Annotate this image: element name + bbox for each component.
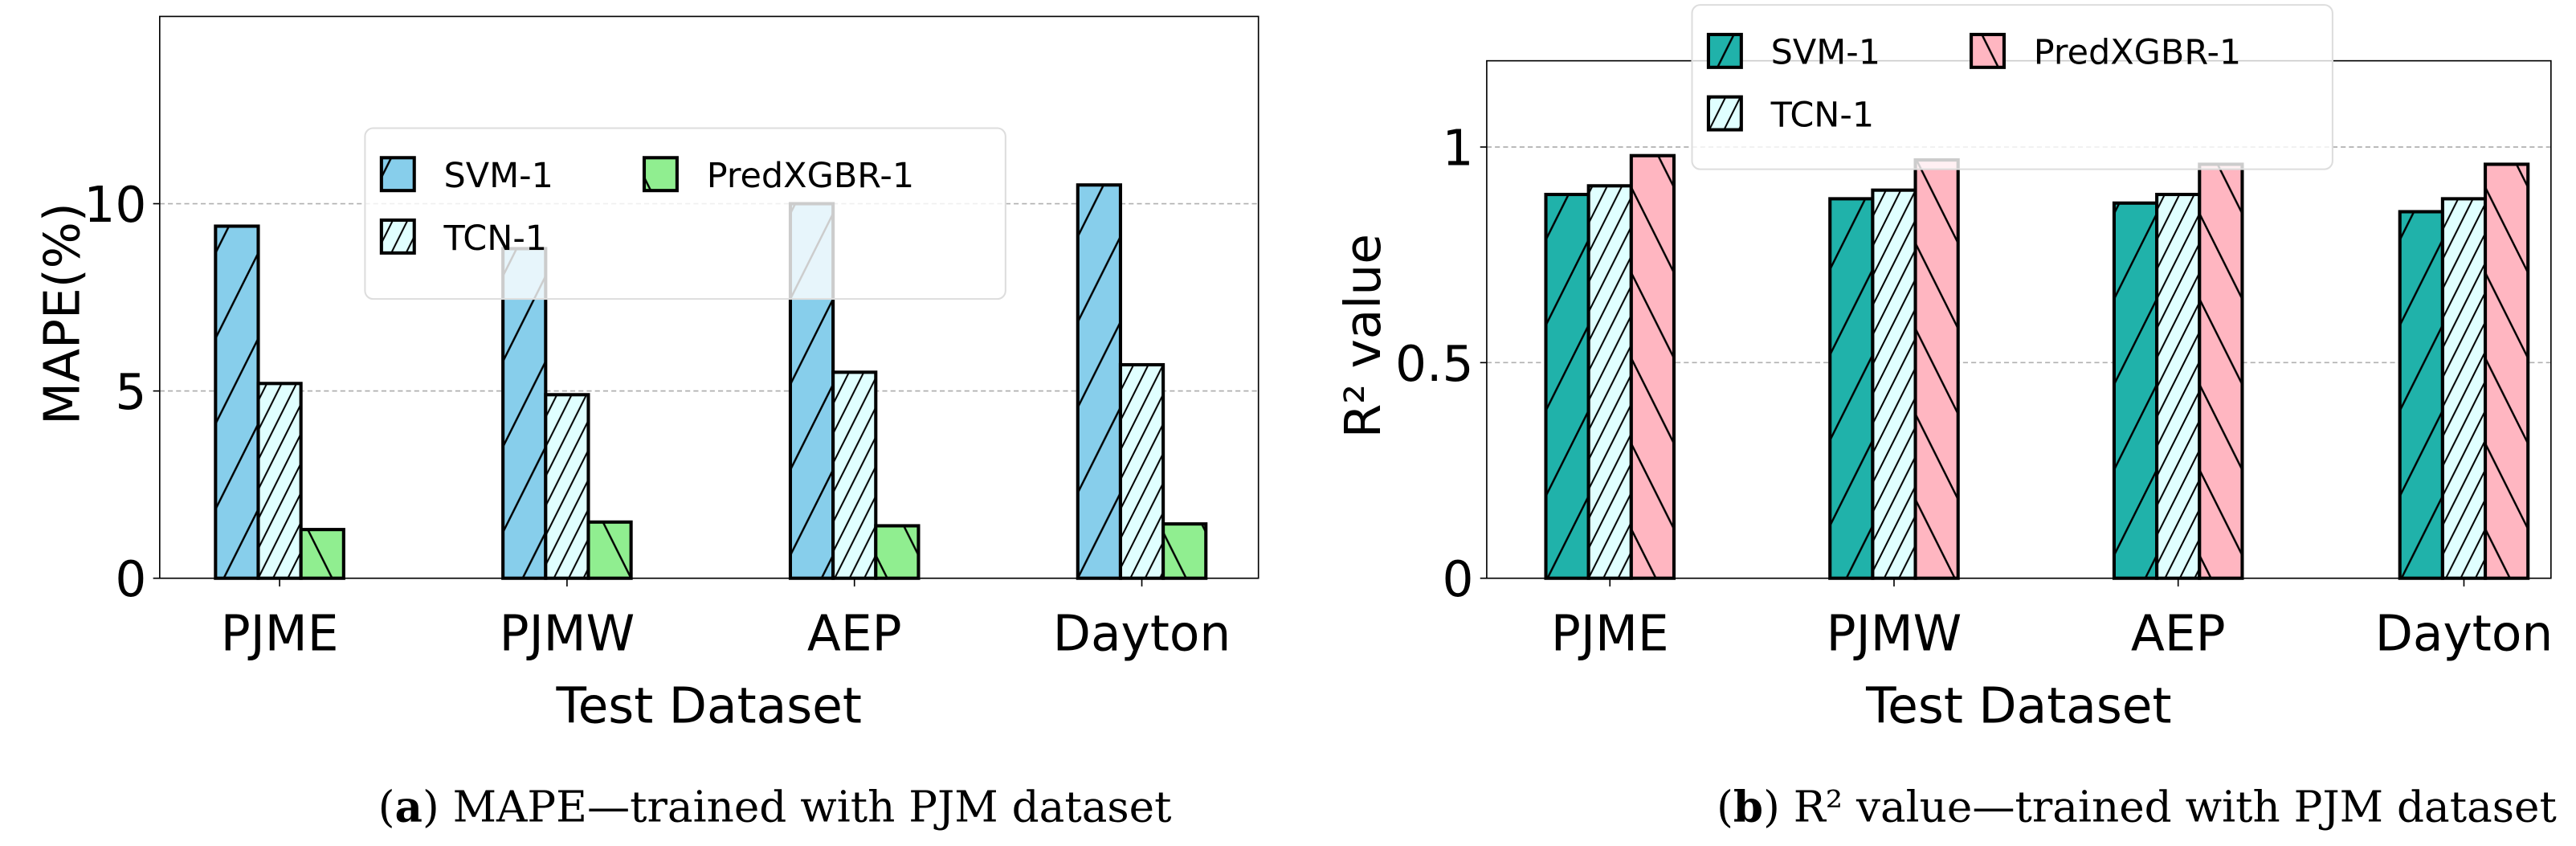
legend-swatch-hatch — [1706, 32, 1743, 69]
legend-swatch-hatch — [1706, 95, 1743, 132]
x-tick-label: AEP — [807, 606, 902, 663]
bar-hatch — [2112, 201, 2159, 580]
bar-hatch — [831, 370, 878, 580]
x-tick-label: PJME — [1551, 606, 1669, 663]
legend-label: TCN-1 — [1770, 95, 1875, 135]
bar-hatch — [2155, 192, 2202, 580]
bar-hatch — [1076, 183, 1122, 580]
bar-hatch — [2398, 210, 2444, 580]
y-tick-label: 1 — [1443, 120, 1474, 177]
bar-hatch — [1544, 192, 1590, 580]
bar-hatch — [1118, 362, 1166, 580]
axes-frame — [159, 15, 1259, 579]
legend-box — [1691, 4, 2333, 170]
legend-label: SVM-1 — [444, 156, 553, 196]
bar-hatch — [2440, 197, 2488, 580]
caption: (a) MAPE—trained with PJM dataset — [378, 781, 1172, 832]
bar-hatch — [2484, 162, 2530, 580]
caption-label: b — [1733, 781, 1763, 832]
bar-hatch — [1871, 188, 1917, 580]
bar-hatch — [544, 393, 590, 580]
caption: (b) R² value—trained with PJM dataset — [1717, 781, 2557, 832]
legend-swatch-hatch — [642, 156, 679, 193]
x-axis-label: Test Dataset — [556, 678, 862, 735]
legend-label: PredXGBR-1 — [2034, 33, 2241, 73]
caption-text: R² value—trained with PJM dataset — [1780, 782, 2557, 832]
legend-swatch-hatch — [379, 218, 416, 255]
legend-label: PredXGBR-1 — [707, 156, 914, 196]
x-tick-label: PJMW — [500, 606, 635, 663]
y-tick-label: 5 — [115, 364, 146, 421]
x-tick-label: PJME — [221, 606, 339, 663]
bar-hatch — [214, 224, 260, 580]
bar-hatch — [1161, 522, 1208, 580]
legend-label: TCN-1 — [443, 219, 548, 259]
x-tick-label: PJMW — [1827, 606, 1962, 663]
mape-chart: 0 5 10 PJME PJMW AEP Dayton Test Dataset MAPE(%)… — [35, 15, 1259, 832]
y-tick-label: 0 — [115, 551, 146, 608]
bar-hatch — [256, 382, 303, 580]
caption-label: a — [395, 781, 423, 832]
bar-hatch — [874, 524, 921, 580]
x-tick-label: Dayton — [1053, 606, 1231, 663]
bar-hatch — [1629, 153, 1676, 580]
bar-hatch — [299, 528, 345, 580]
legend-box — [364, 127, 1006, 300]
x-tick-label: AEP — [2131, 606, 2226, 663]
legend-label: SVM-1 — [1771, 33, 1880, 73]
r2-chart: 0 0.5 1 PJME PJMW AEP Dayton Test Dataset R² val… — [1335, 4, 2557, 832]
bar-hatch — [1586, 184, 1633, 580]
bar-hatch — [586, 520, 633, 580]
bar-hatch — [1913, 158, 1960, 580]
x-tick-label: Dayton — [2375, 606, 2554, 663]
y-axis-label: R² value — [1335, 234, 1392, 438]
caption-text: MAPE—trained with PJM dataset — [439, 782, 1172, 832]
bar-hatch — [2198, 162, 2244, 580]
legend-swatch-hatch — [379, 156, 416, 193]
legend-swatch-hatch — [1970, 32, 2007, 69]
y-tick-label: 10 — [84, 177, 146, 234]
y-axis-label: MAPE(%) — [35, 202, 92, 425]
y-tick-label: 0.5 — [1395, 336, 1474, 393]
y-tick-label: 0 — [1443, 551, 1474, 608]
bar-hatch — [1828, 197, 1875, 580]
x-axis-label: Test Dataset — [1865, 678, 2171, 735]
